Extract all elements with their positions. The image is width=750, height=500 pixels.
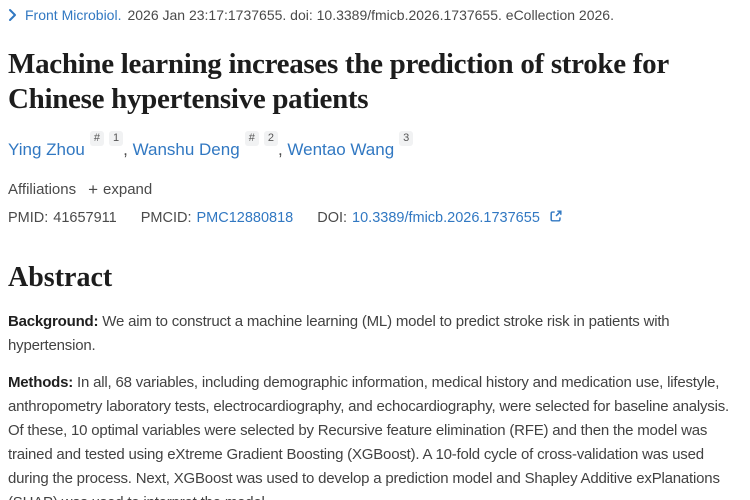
pmid-value: 41657911 (53, 209, 117, 226)
affiliations-label: Affiliations (8, 181, 77, 198)
author-separator: , (123, 140, 133, 159)
doi-link[interactable]: 10.3389/fmicb.2026.1737655 (352, 209, 540, 226)
doi-label: DOI: (317, 209, 348, 226)
identifiers-row: PMID: 41657911 PMCID: PMC12880818 DOI: 1… (8, 208, 745, 227)
author-link[interactable]: Ying Zhou (8, 140, 85, 159)
affiliation-number-badge[interactable]: 2 (263, 131, 278, 147)
author-item: Ying Zhou# 1, (8, 131, 133, 159)
author-link[interactable]: Wanshu Deng (132, 140, 240, 159)
doi-group: DOI: 10.3389/fmicb.2026.1737655 (317, 208, 563, 227)
external-link-icon[interactable] (549, 209, 563, 228)
background-text: We aim to construct a machine learning (… (8, 313, 670, 354)
affiliation-number-badge[interactable]: 1 (109, 131, 124, 147)
abstract-heading: Abstract (8, 262, 113, 293)
abstract-background-paragraph: Background: We aim to construct a machin… (8, 310, 745, 358)
author-separator: , (277, 140, 288, 159)
pmid-group: PMID: 41657911 (8, 209, 117, 227)
pmcid-link[interactable]: PMC12880818 (196, 209, 294, 226)
article-title: Machine learning increases the predictio… (8, 48, 669, 115)
authors-line: Ying Zhou# 1, Wanshu Deng# 2, Wentao Wang3 (8, 131, 745, 162)
affiliations-expand-button[interactable]: + expand (88, 181, 152, 199)
affiliation-number-badge[interactable]: 3 (399, 131, 414, 147)
abstract-methods-paragraph: Methods: In all, 68 variables, including… (8, 371, 745, 500)
pmid-label: PMID: (8, 209, 49, 226)
plus-icon: + (88, 180, 99, 199)
author-link[interactable]: Wentao Wang (287, 140, 395, 159)
affiliations-row: Affiliations + expand (8, 181, 745, 199)
pmcid-label: PMCID: (140, 209, 192, 226)
citation-line: Front Microbiol. 2026 Jan 23:17:1737655.… (8, 6, 745, 24)
expand-label: expand (103, 181, 153, 198)
equal-contribution-badge: # (89, 131, 104, 147)
journal-link[interactable]: Front Microbiol. (25, 7, 122, 23)
methods-text: In all, 68 variables, including demograp… (8, 374, 729, 500)
breadcrumb-chevron-icon[interactable] (8, 8, 17, 22)
methods-label: Methods: (8, 374, 74, 391)
pmcid-group: PMCID: PMC12880818 (141, 209, 294, 227)
background-label: Background: (8, 313, 99, 330)
author-item: Wentao Wang3 (287, 131, 414, 159)
citation-details: 2026 Jan 23:17:1737655. doi: 10.3389/fmi… (127, 7, 614, 23)
author-item: Wanshu Deng# 2, (132, 131, 288, 159)
equal-contribution-badge: # (244, 131, 259, 147)
